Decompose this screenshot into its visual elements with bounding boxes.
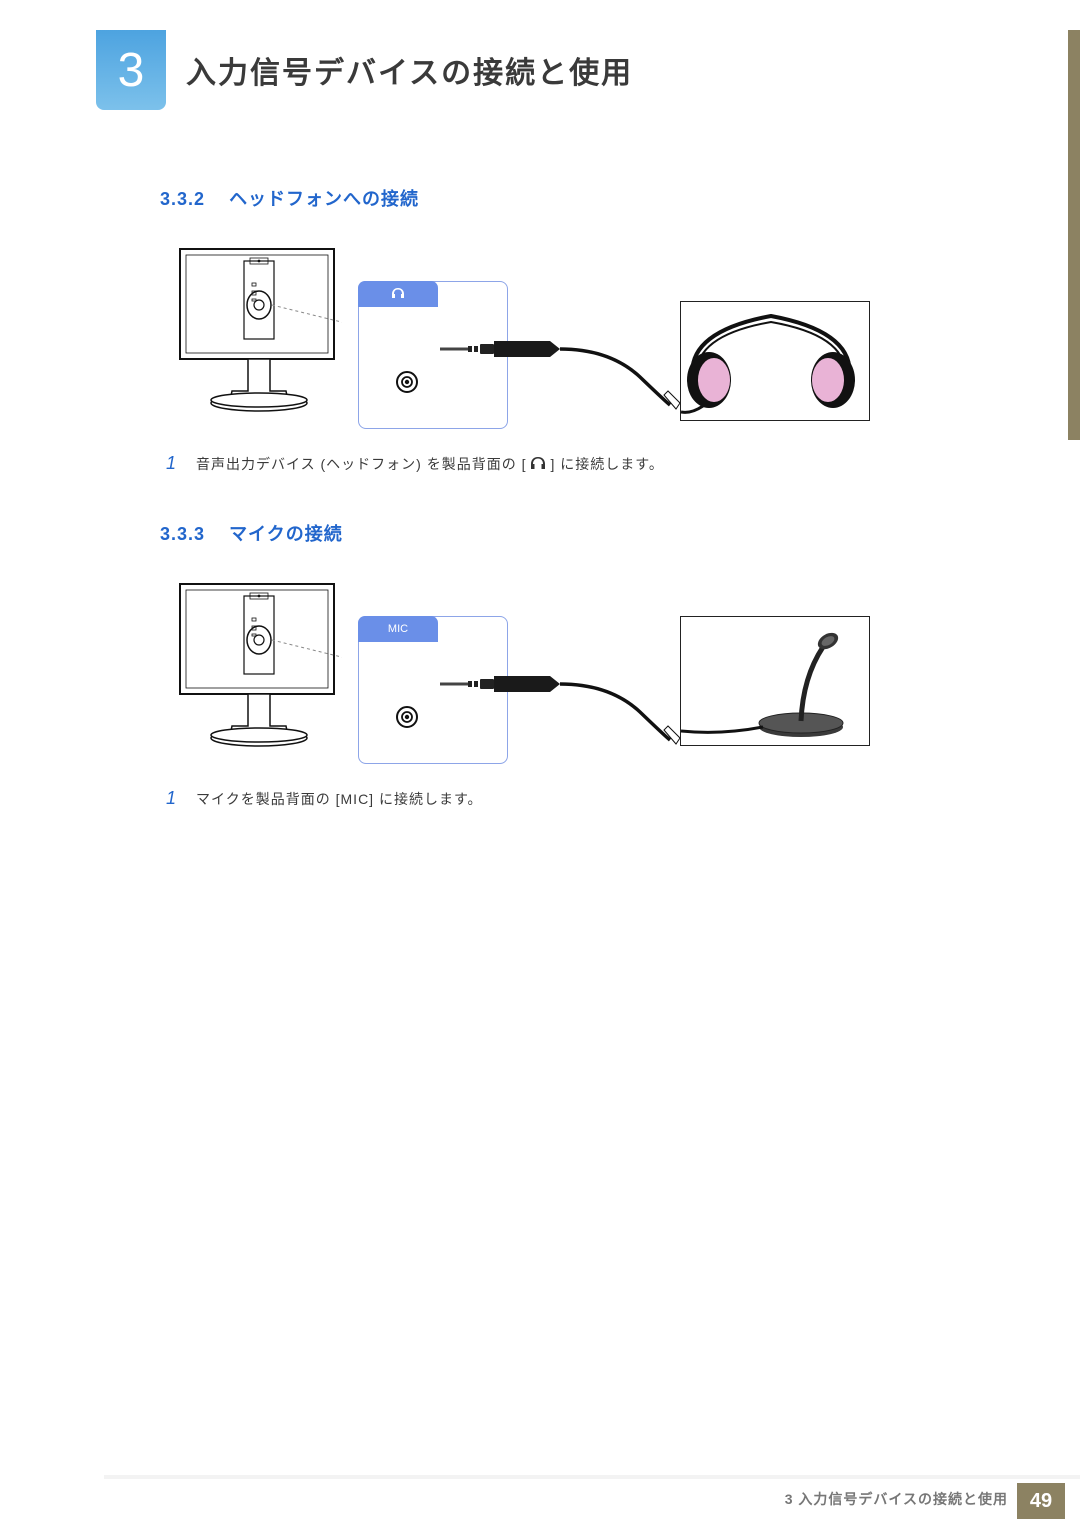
port-tab: MIC [358, 616, 438, 642]
port-label-text: MIC [388, 623, 408, 635]
step-number: 1 [166, 453, 176, 474]
chapter-number: 3 [118, 43, 145, 98]
section-number: 3.3.3 [160, 524, 205, 544]
headphone-inline-icon [529, 456, 547, 471]
diagram-headphones [160, 243, 980, 433]
page-number-box: 49 [1017, 1483, 1065, 1519]
audio-plug-icon [440, 672, 700, 752]
page: 3 入力信号デバイスの接続と使用 3.3.2 ヘッドフォンへの接続 [0, 0, 1080, 1527]
section-title: マイクの接続 [229, 524, 343, 544]
footer-divider [104, 1475, 1080, 1479]
port-tab [358, 281, 438, 307]
footer-text: 3 入力信号デバイスの接続と使用 [785, 1489, 1008, 1509]
section-heading-333: 3.3.3 マイクの接続 [160, 520, 980, 546]
audio-jack-icon [395, 705, 419, 729]
monitor-sketch-icon [172, 243, 342, 423]
microphone-illustration [680, 616, 870, 746]
step-text: 音声出力デバイス (ヘッドフォン) を製品背面の [ ] に接続します。 [196, 454, 664, 474]
footer: 3 入力信号デバイスの接続と使用 49 [0, 1477, 1080, 1527]
chapter-title: 入力信号デバイスの接続と使用 [186, 48, 633, 92]
diagram-microphone: MIC [160, 578, 980, 768]
audio-plug-icon [440, 337, 700, 417]
section-title: ヘッドフォンへの接続 [229, 189, 419, 209]
monitor-sketch-icon [172, 578, 342, 758]
content-area: 3.3.2 ヘッドフォンへの接続 [160, 185, 980, 855]
headphones-illustration [680, 301, 870, 421]
page-number: 49 [1030, 1490, 1052, 1513]
section-heading-332: 3.3.2 ヘッドフォンへの接続 [160, 185, 980, 211]
section-number: 3.3.2 [160, 189, 205, 209]
step-row-332: 1 音声出力デバイス (ヘッドフォン) を製品背面の [ ] に接続します。 [160, 453, 980, 474]
chapter-badge: 3 [96, 30, 166, 110]
step-number: 1 [166, 788, 176, 809]
right-decorative-bar [1068, 30, 1080, 440]
step-row-333: 1 マイクを製品背面の [MIC] に接続します。 [160, 788, 980, 809]
headphone-icon [390, 287, 406, 301]
audio-jack-icon [395, 370, 419, 394]
step-text: マイクを製品背面の [MIC] に接続します。 [196, 789, 483, 809]
